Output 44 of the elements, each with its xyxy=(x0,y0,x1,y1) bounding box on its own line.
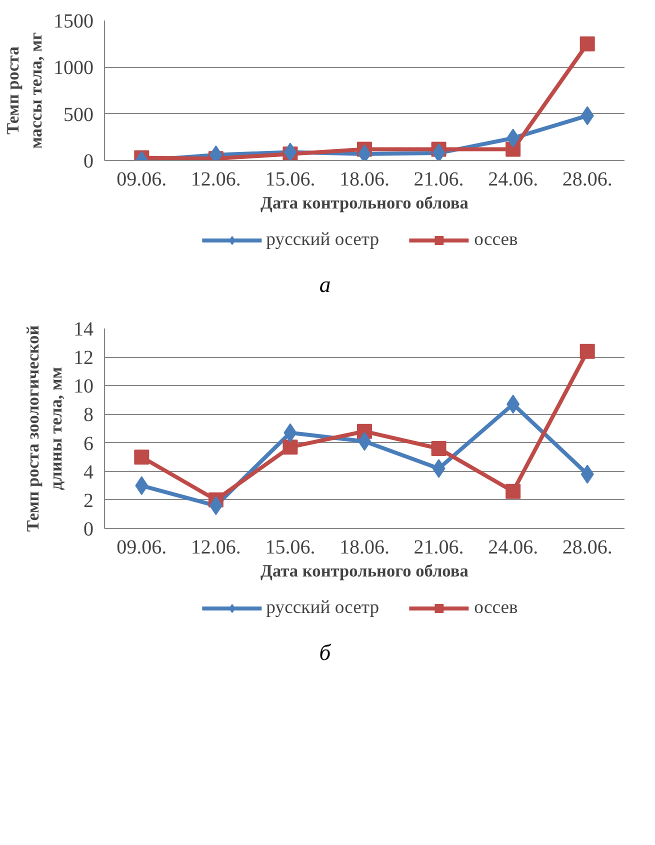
point xyxy=(432,144,446,160)
x-tick-label: 24.06. xyxy=(488,168,538,190)
point xyxy=(580,344,595,360)
y-tick-label: 2 xyxy=(84,490,94,512)
point xyxy=(431,441,446,456)
x-tick-label: 15.06. xyxy=(265,536,316,559)
x-axis-title: Дата контрольного облова xyxy=(260,562,469,581)
y-tick-label: 6 xyxy=(84,433,94,456)
y-tick-label: 0 xyxy=(84,150,94,172)
x-tick-label: 12.06. xyxy=(190,168,241,190)
y-tick-label: 500 xyxy=(64,104,94,126)
point xyxy=(506,484,521,500)
y-tick-label: 10 xyxy=(74,376,94,398)
x-tick-label: 18.06. xyxy=(340,168,390,190)
x-tick-label: 18.06. xyxy=(340,536,390,559)
x-tick-label: 28.06. xyxy=(562,168,612,190)
point xyxy=(284,142,297,160)
x-tick-label: 28.06. xyxy=(562,536,612,559)
legend-label: оссев xyxy=(474,228,518,250)
text: б xyxy=(319,639,331,668)
x-tick-label: 21.06. xyxy=(414,168,464,190)
y-tick-label: 1500 xyxy=(54,10,94,32)
y-tick-label: 8 xyxy=(84,404,94,427)
x-axis-title: Дата контрольного облова xyxy=(260,194,469,212)
legend-label: русский осетр xyxy=(266,228,380,250)
legend-label: русский осетр xyxy=(266,596,380,619)
text: а xyxy=(319,271,331,299)
x-tick-label: 09.06. xyxy=(116,168,167,190)
point xyxy=(580,36,595,52)
y-tick-label: 0 xyxy=(84,518,94,541)
y-tick-label: 12 xyxy=(74,347,94,370)
y-tick-label: 4 xyxy=(84,462,94,484)
x-tick-label: 24.06. xyxy=(488,536,538,559)
y-axis-title: Темп роста массы тела, мг xyxy=(4,32,46,149)
y-tick-label: 14 xyxy=(74,318,94,341)
x-tick-label: 15.06. xyxy=(265,168,316,190)
point xyxy=(282,440,298,455)
x-tick-label: 12.06. xyxy=(190,536,241,559)
y-axis-title: Темп роста зоологической длины тела, мм xyxy=(24,326,66,532)
y-tick-label: 1000 xyxy=(54,57,94,80)
point xyxy=(134,450,150,465)
x-tick-label: 09.06. xyxy=(116,536,167,559)
x-tick-label: 21.06. xyxy=(414,536,464,559)
legend-label: оссев xyxy=(474,596,518,619)
